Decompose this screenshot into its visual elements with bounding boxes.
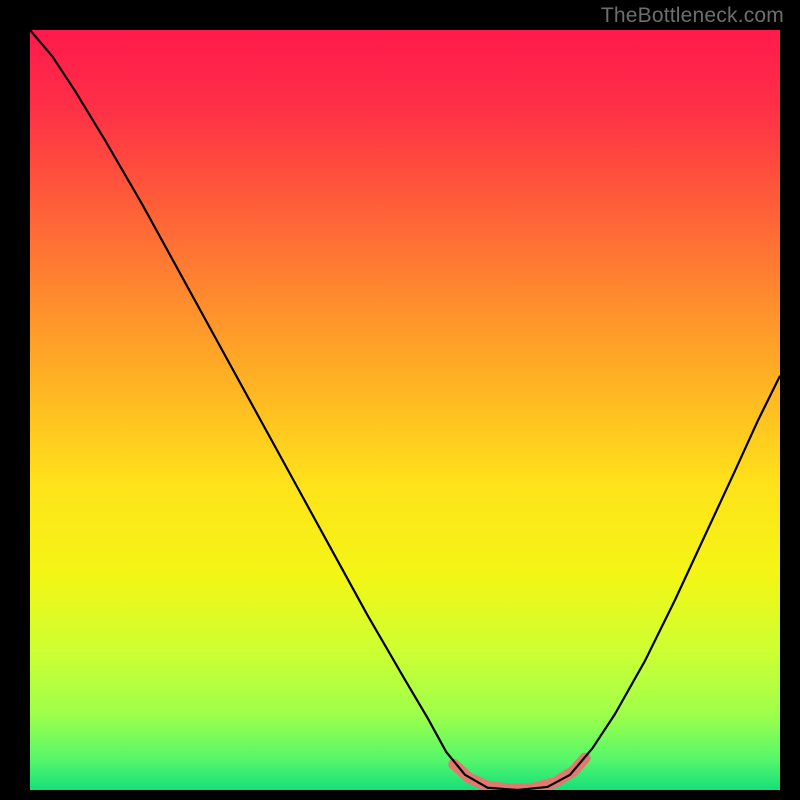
chart-frame: TheBottleneck.com — [0, 0, 800, 800]
plot-area — [30, 30, 780, 790]
watermark-text: TheBottleneck.com — [601, 4, 784, 28]
